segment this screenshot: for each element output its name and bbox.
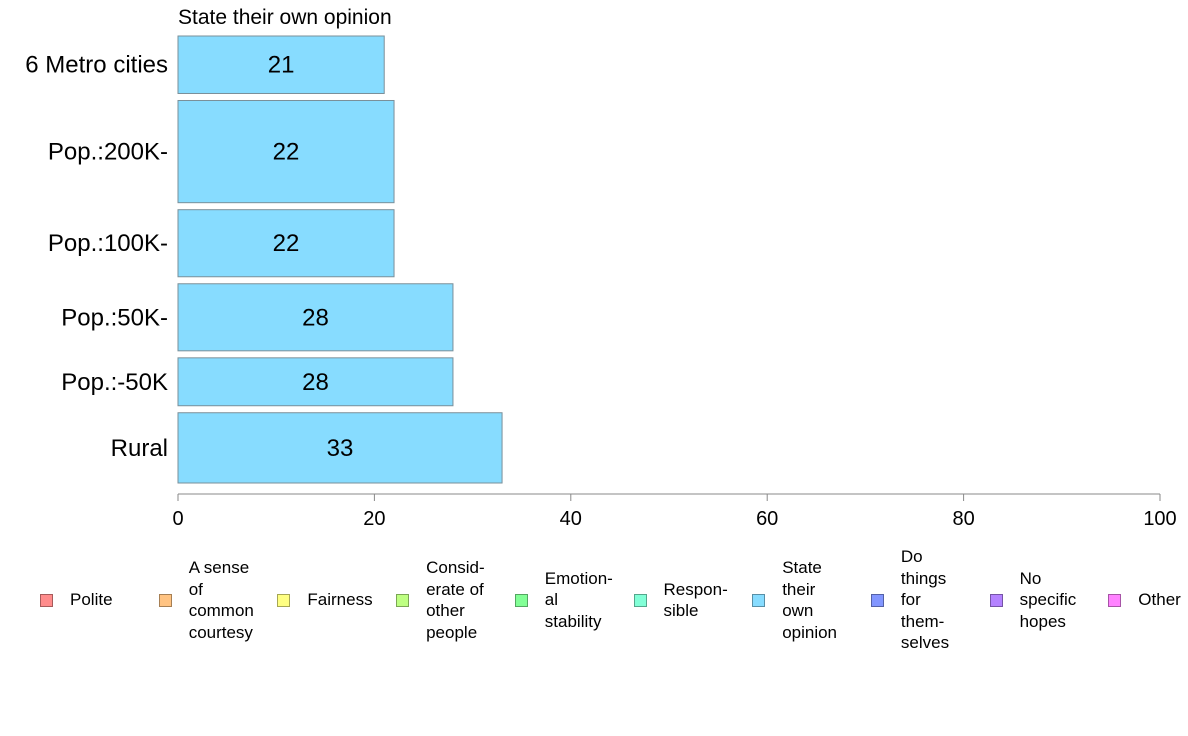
legend-swatch [514,593,528,607]
legend-item: State their own opinion [752,540,837,660]
legend-label: No specific hopes [1019,568,1077,631]
legend-swatch [752,593,766,607]
legend-label: Do things for them- selves [900,547,950,653]
category-label: 6 Metro cities [25,52,168,79]
legend-item: A sense of common courtesy [158,540,254,660]
x-tick-label: 80 [952,508,974,530]
legend-swatch [633,593,647,607]
legend-item: No specific hopes [989,540,1077,660]
bar [177,35,385,94]
chart-title: State their own opinion [178,6,392,29]
legend-swatch [989,593,1003,607]
x-tick-label: 0 [172,508,183,530]
legend-swatch [870,593,884,607]
category-label: Pop.:50K- [61,304,168,331]
legend-label: Consid- erate of other people [426,558,485,642]
legend-swatch [40,593,53,607]
legend-swatch [396,593,410,607]
legend-item: Respon- sible [633,540,728,660]
legend-label: Polite [70,590,113,610]
legend-label: Emotion- al stability [544,568,613,631]
x-tick-label: 100 [1143,508,1176,530]
bar-chart: 21 6 Metro cities 22 Pop.:200K- 22 Pop.:100K-… [25,35,1177,530]
legend-label: A sense of common courtesy [188,558,254,642]
legend-item: Fairness [277,540,373,660]
data-label: 22 [273,139,300,166]
legend-label: Other [1138,590,1181,610]
legend: Polite A sense of common courtesy Fairness… [0,540,1188,660]
bar [177,209,395,278]
data-label: 21 [268,52,295,79]
bar [177,99,395,204]
bar [177,412,503,484]
legend-swatch [1108,593,1122,607]
category-label: Pop.:-50K [61,369,168,396]
legend-swatch [158,593,172,607]
data-label: 28 [302,304,329,331]
data-label: 22 [273,230,300,257]
data-label: 28 [302,369,329,396]
x-tick-label: 40 [560,508,582,530]
legend-item: Emotion- al stability [514,540,613,660]
category-label: Pop.:200K- [48,139,168,166]
legend-item: Polite [40,540,113,660]
legend-label: Respon- sible [663,579,728,621]
bar [177,283,454,352]
legend-label: State their own opinion [782,558,838,642]
bar [177,357,454,407]
x-tick-label: 60 [756,508,778,530]
legend-label: Fairness [307,590,373,610]
legend-item: Other [1108,540,1181,660]
legend-swatch [277,593,291,607]
data-label: 33 [327,435,354,462]
category-label: Rural [111,435,168,462]
legend-item: Do things for them- selves [870,540,950,660]
x-tick-label: 20 [363,508,385,530]
category-label: Pop.:100K- [48,230,168,257]
legend-item: Consid- erate of other people [396,540,485,660]
